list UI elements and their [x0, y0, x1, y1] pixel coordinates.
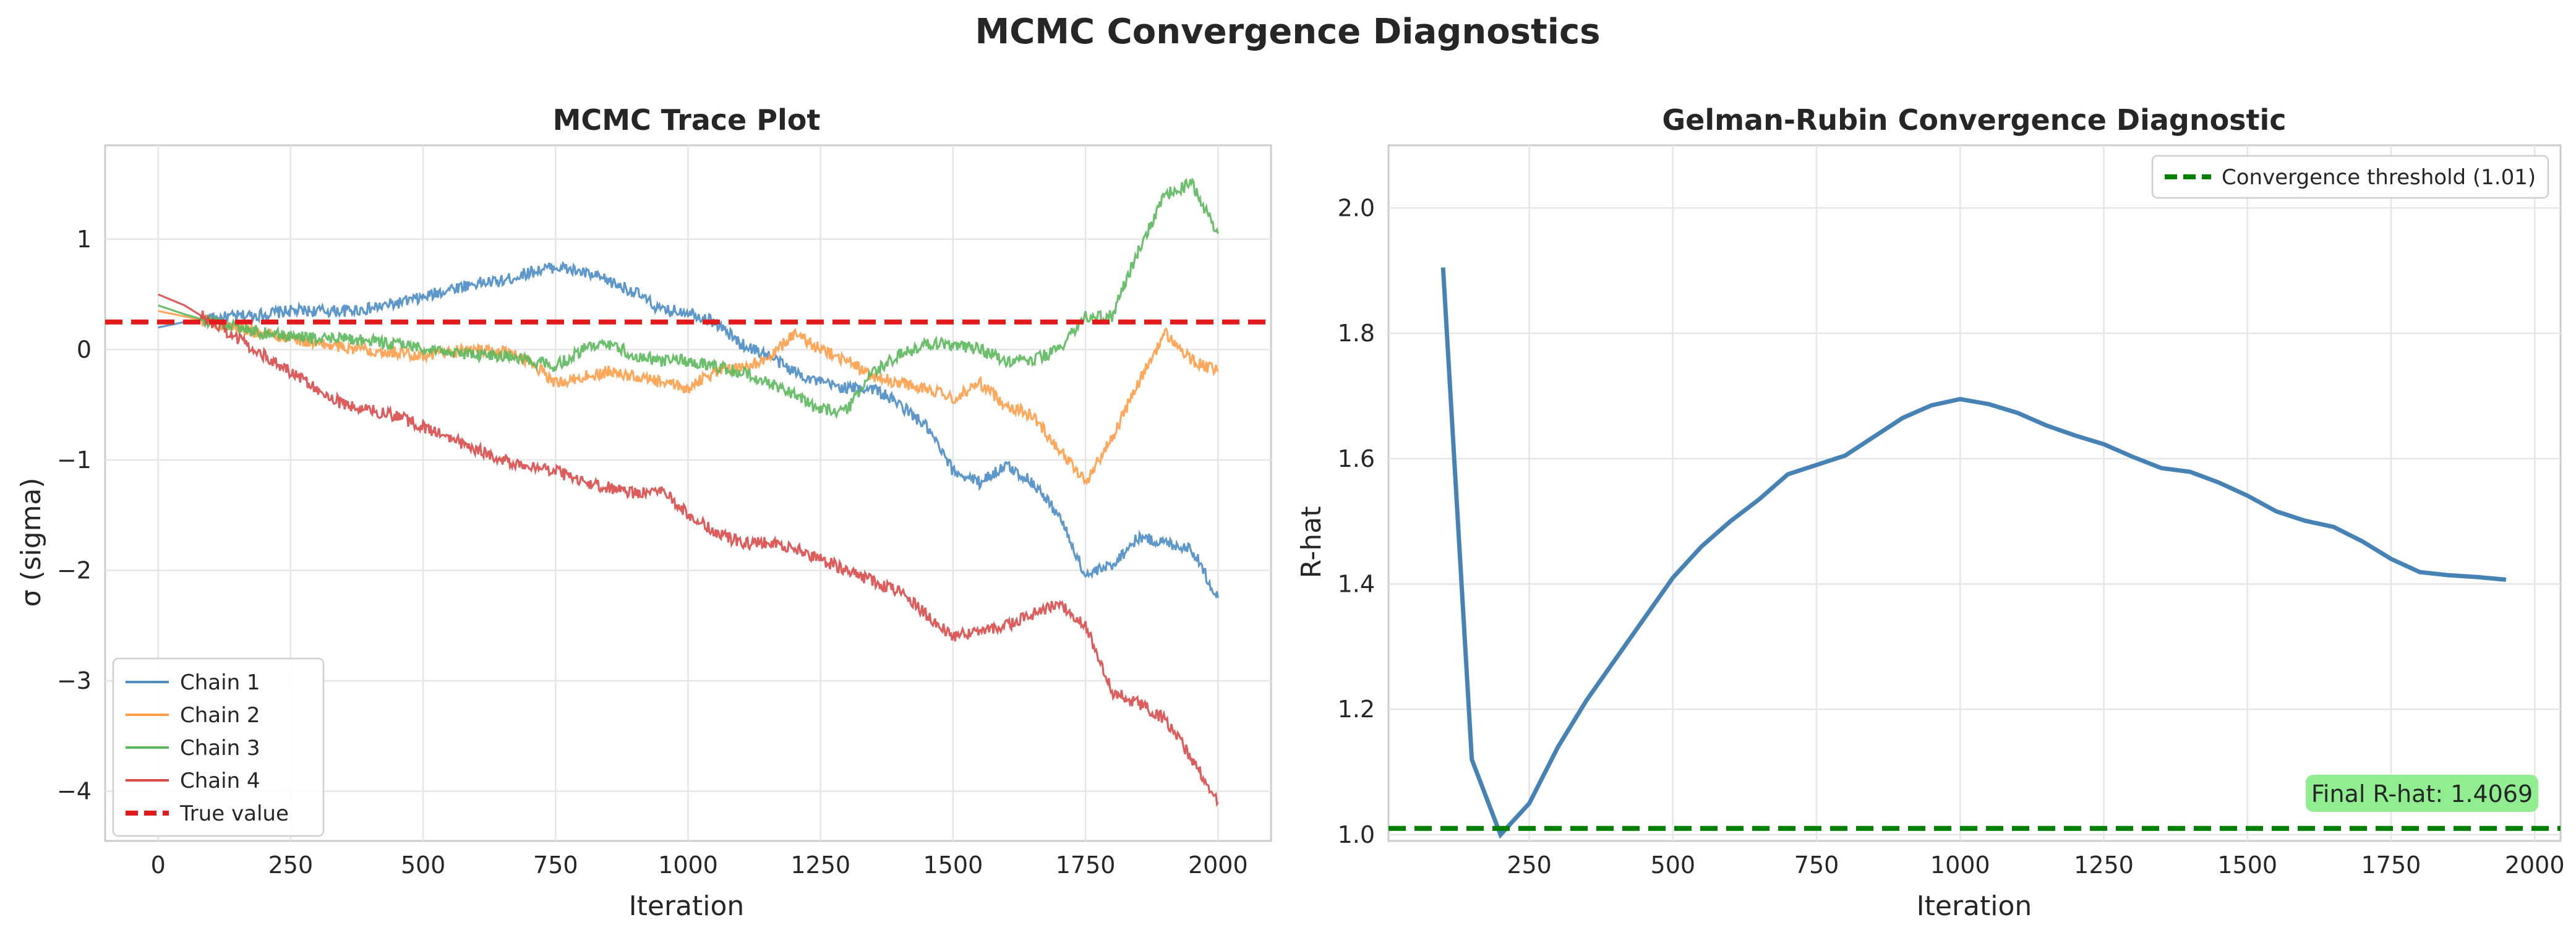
- y-tick-label: −3: [57, 667, 92, 694]
- x-tick-label: 250: [268, 851, 314, 879]
- annotation-text: Final R-hat: 1.4069: [2311, 780, 2533, 808]
- y-tick-label: −2: [57, 557, 92, 584]
- trace-plot-y-axis-label: σ (sigma): [15, 477, 47, 607]
- final-r-hat-annotation: Final R-hat: 1.4069: [2306, 775, 2538, 812]
- x-tick-label: 1500: [2217, 851, 2277, 879]
- legend-label: Chain 4: [180, 769, 260, 793]
- x-tick-label: 1250: [2074, 851, 2134, 879]
- legend-label: Convergence threshold (1.01): [2222, 165, 2536, 190]
- x-tick-label: 500: [401, 851, 446, 879]
- x-tick-label: 250: [1507, 851, 1552, 879]
- y-tick-label: 1.2: [1338, 696, 1375, 723]
- y-tick-label: 1.6: [1338, 445, 1375, 472]
- trace-plot-legend: Chain 1 Chain 2 Chain 3 Chain 4 True value: [112, 657, 325, 837]
- r-hat-line: [1440, 267, 2507, 839]
- x-tick-label: 1750: [1056, 851, 1116, 879]
- trace-plot-title: MCMC Trace Plot: [553, 103, 821, 137]
- x-tick-label: 1000: [658, 851, 718, 879]
- legend-box: [2151, 155, 2549, 199]
- annotation-box: [2306, 775, 2538, 812]
- y-tick-label: 2.0: [1338, 194, 1375, 221]
- x-tick-label: 500: [1651, 851, 1696, 879]
- x-tick-label: 1250: [790, 851, 850, 879]
- gelman-rubin-legend: Convergence threshold (1.01): [2151, 155, 2549, 199]
- x-tick-label: 1500: [923, 851, 983, 879]
- x-tick-label: 2000: [1188, 851, 1248, 879]
- trace-plot-panel: MCMC Trace Plot Iteration σ (sigma) 0 250…: [15, 103, 1272, 922]
- y-tick-label: −4: [57, 778, 92, 805]
- legend-label: Chain 1: [180, 670, 260, 695]
- plot-area: [1387, 144, 2562, 842]
- trace-plot-x-axis-label: Iteration: [629, 890, 745, 922]
- y-tick-label: −1: [57, 446, 92, 474]
- gelman-rubin-panel: Gelman-Rubin Convergence Diagnostic Iter…: [1296, 103, 2565, 922]
- x-tick-label: 0: [151, 851, 166, 879]
- gelman-rubin-y-axis-label: R-hat: [1296, 506, 1327, 579]
- legend-label: True value: [179, 801, 289, 826]
- y-tick-label: 1.0: [1338, 821, 1375, 848]
- y-tick-label: 1: [77, 226, 92, 253]
- gelman-rubin-x-axis-label: Iteration: [1917, 890, 2032, 922]
- y-tick-label: 1.4: [1338, 570, 1375, 597]
- figure-title: MCMC Convergence Diagnostics: [975, 12, 1600, 52]
- y-tick-label: 0: [77, 336, 92, 363]
- legend-label: Chain 2: [180, 703, 260, 728]
- trace-line-chain-4: [158, 293, 1219, 808]
- trace-line-chain-1: [158, 260, 1219, 600]
- trace-line-chain-2: [158, 310, 1219, 486]
- legend-label: Chain 3: [180, 736, 260, 761]
- trace-line-chain-3: [158, 177, 1219, 420]
- x-tick-label: 750: [1794, 851, 1839, 879]
- plot-series-group: [105, 177, 1271, 808]
- gelman-rubin-title: Gelman-Rubin Convergence Diagnostic: [1662, 103, 2286, 137]
- x-tick-label: 750: [533, 851, 578, 879]
- y-tick-label: 1.8: [1338, 320, 1375, 347]
- x-tick-label: 1750: [2361, 851, 2421, 879]
- plot-series-group: [1389, 267, 2561, 839]
- legend-box: [112, 657, 325, 837]
- x-tick-label: 2000: [2505, 851, 2565, 879]
- x-tick-label: 1000: [1930, 851, 1990, 879]
